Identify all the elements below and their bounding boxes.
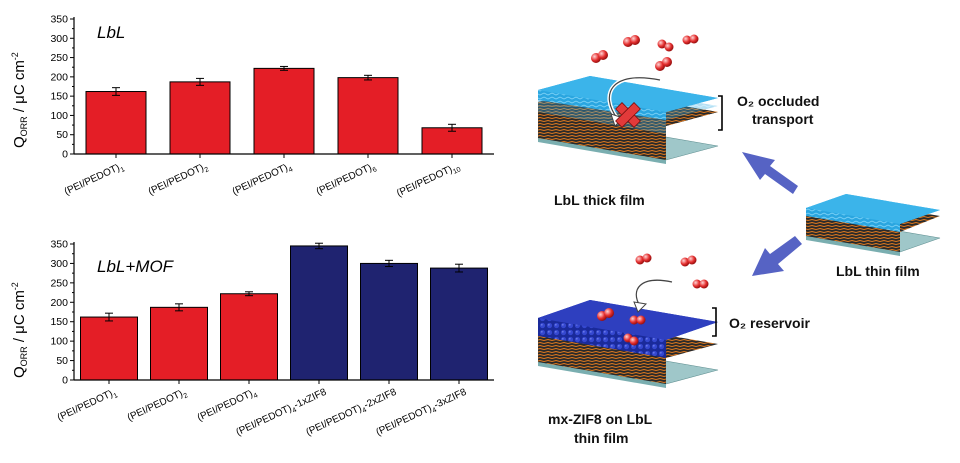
x-tick-label: (PEI/PEDOT)2	[126, 387, 190, 426]
y-tick-label: 300	[50, 33, 68, 45]
schematic: O₂ occluded transport LbL thick film LbL…	[537, 34, 941, 446]
x-tick-label: (PEI/PEDOT)2	[147, 161, 211, 200]
y-tick-label: 200	[50, 297, 68, 309]
x-tick-label: (PEI/PEDOT)1	[56, 387, 120, 426]
chart-title: LbL+MOF	[97, 257, 175, 276]
bar	[169, 81, 231, 155]
bar	[220, 293, 278, 381]
chart-title: LbL	[97, 23, 125, 42]
thin-film-illustration	[805, 194, 941, 256]
thin-film-label: LbL thin film	[836, 263, 920, 279]
occluded-label-1: O₂ occluded	[737, 93, 819, 109]
zif-label-1: mx-ZIF8 on LbL	[548, 411, 653, 427]
reservoir-label: O₂ reservoir	[729, 315, 810, 331]
y-tick-label: 250	[50, 52, 68, 64]
y-tick-label: 300	[50, 258, 68, 270]
x-tick-label: (PEI/PEDOT)10	[395, 161, 462, 201]
y-tick-label: 0	[62, 375, 68, 387]
y-tick-label: 150	[50, 91, 68, 103]
y-tick-label: 350	[50, 14, 68, 26]
lbl-chart: LbL QORR / μC cm-2 0 50 100 150 200 250 300 350…	[10, 14, 494, 201]
y-axis-label: QORR / μC cm-2	[10, 52, 29, 148]
y-tick-label: 250	[50, 277, 68, 289]
y-tick-label: 50	[56, 129, 68, 141]
y-tick-label: 150	[50, 316, 68, 328]
bar	[430, 267, 488, 381]
o2-molecule-icons	[591, 34, 699, 71]
bar	[253, 67, 315, 155]
y-tick-label: 0	[62, 149, 68, 161]
thick-film-illustration	[537, 75, 719, 164]
y-tick-label: 350	[50, 239, 68, 251]
arrow-to-thick-film	[742, 152, 798, 194]
bar	[150, 306, 208, 381]
y-tick-label: 100	[50, 336, 68, 348]
thick-film-label: LbL thick film	[554, 192, 645, 208]
bar	[360, 262, 418, 381]
zif-film-illustration	[537, 278, 719, 388]
y-axis-label: QORR / μC cm-2	[10, 282, 29, 378]
x-tick-label: (PEI/PEDOT)1	[63, 161, 127, 200]
y-tick-label: 50	[56, 355, 68, 367]
x-tick-label: (PEI/PEDOT)4	[231, 161, 295, 200]
o2-molecule-icons	[635, 253, 709, 289]
bar	[85, 91, 147, 155]
occluded-bracket	[718, 95, 723, 131]
reservoir-bracket	[712, 307, 717, 337]
x-tick-label: (PEI/PEDOT)4	[196, 387, 260, 426]
bar	[337, 77, 399, 155]
zif-label-2: thin film	[574, 430, 628, 446]
blocked-x-icon	[615, 102, 641, 128]
y-tick-label: 200	[50, 71, 68, 83]
bar	[290, 245, 348, 381]
occluded-label-2: transport	[752, 111, 814, 127]
arrow-to-zif-film	[752, 236, 802, 276]
x-tick-label: (PEI/PEDOT)6	[315, 161, 379, 200]
y-tick-label: 100	[50, 110, 68, 122]
lbl-mof-chart: LbL+MOF QORR / μC cm-2 0 50 100 150 200 250 30…	[10, 239, 494, 440]
bar	[80, 316, 138, 381]
bar	[421, 127, 483, 155]
